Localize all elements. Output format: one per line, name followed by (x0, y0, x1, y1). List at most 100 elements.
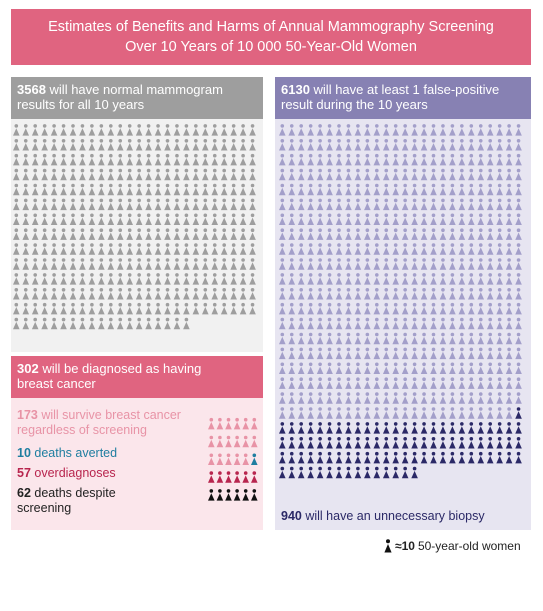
person-icon (354, 168, 362, 181)
person-icon (373, 243, 381, 255)
person-icon (316, 362, 324, 374)
person-icon (496, 302, 503, 315)
person-icon (116, 124, 124, 136)
person-icon (216, 435, 224, 448)
person-icon (41, 183, 48, 196)
person-icon (154, 288, 162, 300)
person-icon (477, 213, 485, 225)
person-icon (31, 302, 39, 315)
person-icon (225, 417, 232, 430)
person-icon (373, 213, 381, 225)
person-icon (439, 437, 447, 449)
person-icon (477, 139, 485, 151)
person-icon (41, 317, 48, 330)
person-icon (411, 422, 418, 434)
person-icon (107, 302, 115, 315)
person-icon (345, 183, 352, 196)
person-icon (135, 228, 143, 240)
person-icon (211, 288, 219, 300)
person-icon (430, 451, 437, 464)
person-icon (69, 258, 77, 270)
person-icon (202, 243, 209, 255)
person-icon (335, 153, 343, 166)
person-icon (69, 124, 77, 136)
person-icon (31, 317, 39, 330)
person-icon (279, 243, 286, 255)
person-icon (458, 332, 466, 345)
person-icon (439, 243, 447, 255)
person-icon (60, 183, 67, 196)
person-icon (135, 258, 143, 270)
person-icon (430, 288, 437, 300)
person-icon (211, 124, 219, 136)
person-icon (279, 213, 286, 225)
person-icon (326, 362, 333, 374)
person-icon (98, 139, 105, 151)
person-icon (211, 198, 219, 211)
person-icon (401, 153, 409, 166)
person-icon (297, 288, 305, 300)
person-icon (420, 347, 428, 360)
person-icon (449, 451, 456, 464)
person-icon (382, 124, 390, 136)
person-icon (515, 183, 522, 196)
person-icon (373, 258, 381, 270)
person-icon (316, 243, 324, 255)
person-icon (249, 183, 256, 196)
person-icon (468, 437, 475, 449)
person-icon (307, 407, 314, 419)
person-icon (79, 139, 86, 151)
person-icon (515, 347, 522, 360)
person-icon (60, 288, 67, 300)
person-icon (401, 332, 409, 345)
person-icon (345, 168, 352, 181)
person-icon (251, 453, 258, 465)
person-icon (288, 288, 296, 300)
person-icon (88, 243, 96, 255)
person-icon (164, 258, 171, 270)
person-icon (242, 489, 249, 501)
person-icon (316, 258, 324, 270)
person-icon (430, 124, 437, 136)
person-icon (515, 377, 522, 389)
person-icon (335, 437, 343, 449)
person-icon (50, 198, 58, 211)
person-icon (107, 183, 115, 196)
person-icon (316, 124, 324, 136)
biopsy-text: will have an unnecessary biopsy (301, 509, 485, 523)
person-icon (326, 273, 333, 285)
person-icon (515, 437, 522, 449)
person-icon (430, 302, 437, 315)
person-icon (220, 213, 228, 225)
person-icon (345, 124, 352, 136)
person-icon (364, 213, 371, 225)
person-icon (211, 258, 219, 270)
person-icon (449, 213, 456, 225)
person-icon (297, 302, 305, 315)
person-icon (373, 288, 381, 300)
person-icon (164, 228, 171, 240)
person-icon (430, 317, 437, 330)
person-icon (316, 466, 324, 479)
person-icon (468, 243, 475, 255)
person-icon (401, 362, 409, 374)
person-icon (211, 228, 219, 240)
person-icon (297, 392, 305, 404)
person-icon (288, 317, 296, 330)
person-icon (354, 422, 362, 434)
person-icon (430, 139, 437, 151)
person-icon (50, 243, 58, 255)
person-icon (449, 377, 456, 389)
person-icon (458, 168, 466, 181)
person-icon (249, 288, 256, 300)
person-icon (496, 198, 503, 211)
person-icon (458, 288, 466, 300)
person-icon (126, 288, 133, 300)
person-icon (116, 228, 124, 240)
person-icon (486, 317, 494, 330)
person-icon (60, 168, 67, 181)
person-icon (364, 407, 371, 419)
person-icon (69, 139, 77, 151)
person-icon (288, 139, 296, 151)
person-icon (354, 228, 362, 240)
